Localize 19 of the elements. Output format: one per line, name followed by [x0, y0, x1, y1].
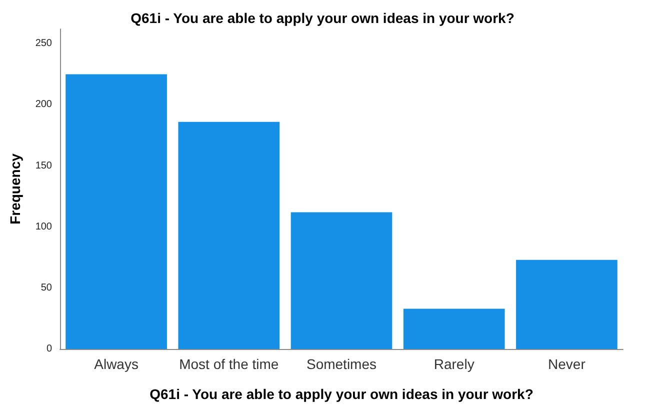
y-tick-label: 200	[35, 99, 52, 110]
x-tick-label: Always	[94, 356, 138, 372]
chart-title: Q61i - You are able to apply your own ideas in your work?	[130, 10, 514, 26]
x-tick-label: Sometimes	[306, 356, 377, 372]
y-tick-label: 150	[35, 160, 52, 172]
x-tick-label: Most of the time	[179, 356, 279, 372]
x-tick-label: Never	[548, 356, 586, 372]
y-tick-label: 250	[35, 38, 52, 50]
x-tick-label: Rarely	[434, 356, 474, 372]
bar	[66, 74, 167, 349]
y-axis-title: Frequency	[7, 153, 23, 224]
bar	[290, 212, 392, 349]
bar	[178, 122, 280, 349]
y-tick-label: 50	[40, 282, 52, 294]
x-axis-title: Q61i - You are able to apply your own ideas in your work?	[150, 386, 534, 402]
bar	[516, 260, 618, 349]
y-tick-label: 0	[46, 344, 52, 354]
bar	[403, 308, 505, 349]
y-tick-label: 100	[35, 221, 52, 232]
